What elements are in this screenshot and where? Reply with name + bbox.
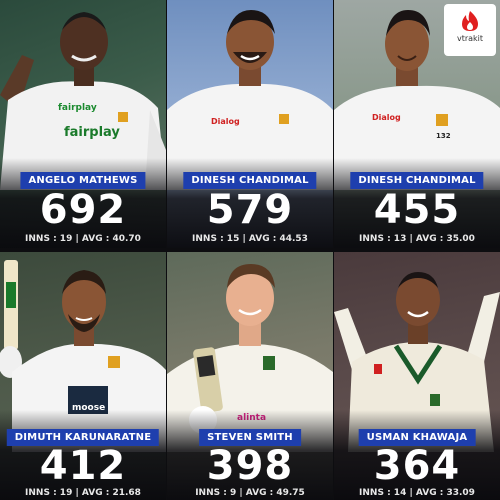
player-name: DIMUTH KARUNARATNE [6,429,160,446]
sponsor-logo: Dialog [211,117,240,126]
player-card-6: USMAN KHAWAJA 364 INNS : 14 | AVG : 33.0… [334,252,500,500]
player-card-2: Dialog DINESH CHANDIMAL 579 INNS : 15 | … [167,0,333,248]
flame-icon [462,11,478,31]
player-name: DINESH CHANDIMAL [350,172,484,189]
brand-logo: vtrakit [444,4,496,56]
innings-average: INNS : 9 | AVG : 49.75 [195,488,305,498]
sponsor-logo: moose [72,403,105,413]
runs-total: 398 [206,443,294,489]
sponsor-logo-large: fairplay [64,125,120,140]
player-name: STEVEN SMITH [199,429,301,446]
innings-average: INNS : 14 | AVG : 33.09 [359,488,475,498]
runs-total: 455 [373,187,461,233]
player-card-3: Dialog 132 vtrakit DINESH CHANDIMAL 455 … [334,0,500,248]
innings-average: INNS : 19 | AVG : 21.68 [25,488,141,498]
player-name: ANGELO MATHEWS [20,172,146,189]
player-card-1: fairplay fairplay ANGELO MATHEWS 692 INN… [0,0,166,248]
runs-total: 579 [206,187,294,233]
card-shade [0,410,166,500]
shirt-number: 132 [436,132,451,140]
player-name: USMAN KHAWAJA [358,429,476,446]
runs-total: 412 [39,443,127,489]
runs-total: 692 [39,187,127,233]
runs-total: 364 [373,443,461,489]
card-shade [167,410,333,500]
innings-average: INNS : 19 | AVG : 40.70 [25,234,141,244]
player-card-5: alinta STEVEN SMITH 398 INNS : 9 | AVG :… [167,252,333,500]
sponsor-logo: Dialog [372,113,401,122]
player-card-4: moose DIMUTH KARUNARATNE 412 INNS : 19 |… [0,252,166,500]
brand-name: vtrakit [456,34,484,43]
innings-average: INNS : 13 | AVG : 35.00 [359,234,475,244]
player-name: DINESH CHANDIMAL [183,172,317,189]
innings-average: INNS : 15 | AVG : 44.53 [192,234,308,244]
sponsor-logo: fairplay [58,103,97,113]
card-shade [334,410,500,500]
